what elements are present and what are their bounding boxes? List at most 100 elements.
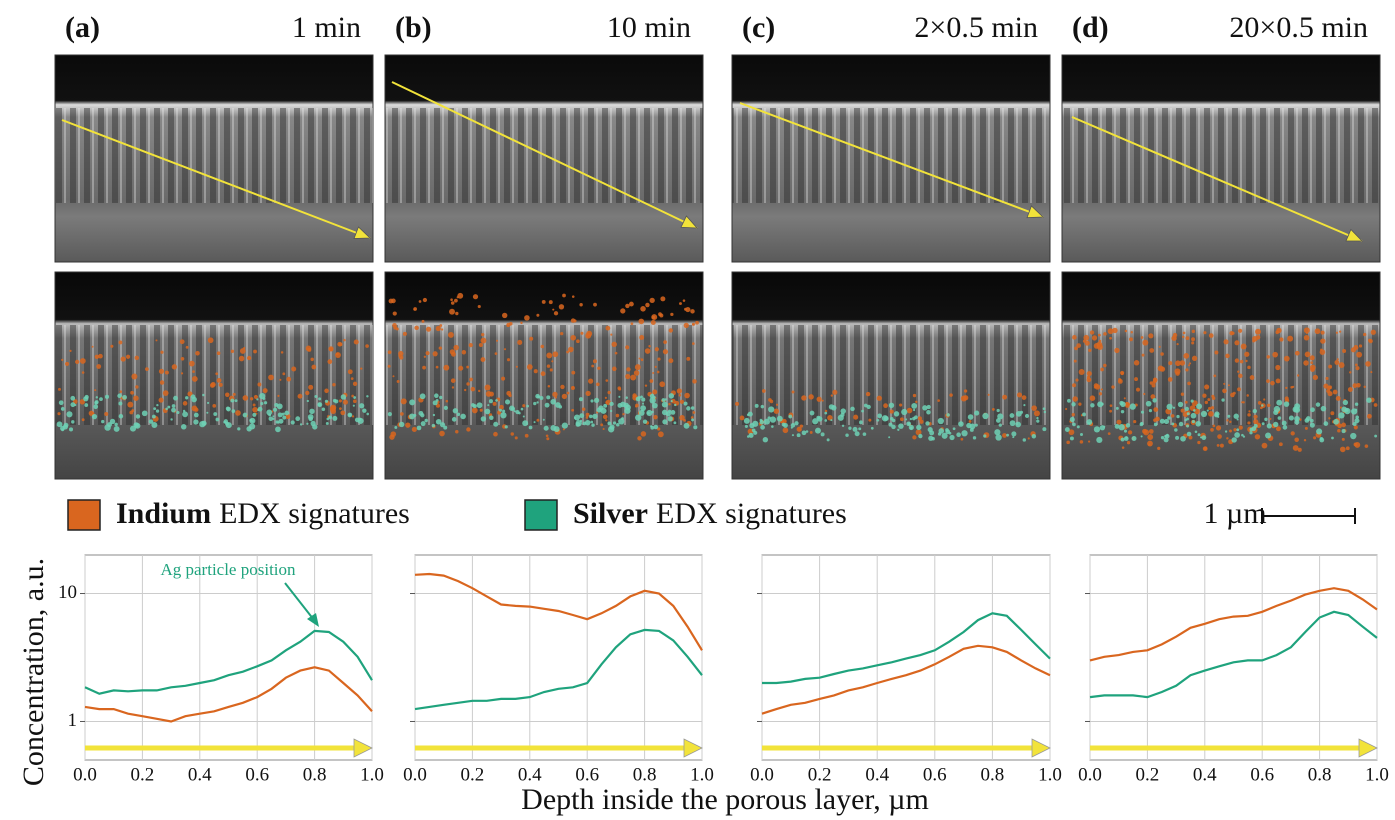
indium-speck [610, 333, 613, 336]
silver-speck [1374, 434, 1378, 438]
indium-speck [503, 348, 507, 351]
indium-speck [119, 390, 123, 393]
indium-speck [455, 311, 459, 316]
indium-speck [1175, 360, 1181, 367]
indium-speck [1313, 436, 1317, 440]
silver-speck [982, 412, 989, 420]
silver-speck [340, 394, 347, 400]
indium-speck [602, 414, 608, 420]
panel-label: (a) [65, 11, 100, 44]
indium-speck [499, 404, 504, 410]
indium-speck [1031, 405, 1037, 411]
silver-speck [815, 427, 821, 434]
silver-speck [114, 422, 118, 427]
indium-speck [1219, 443, 1224, 448]
silver-speck [826, 438, 830, 442]
silver-speck [94, 400, 98, 405]
indium-speck [1234, 340, 1240, 346]
series-line [84, 629, 373, 695]
indium-speck [212, 403, 217, 408]
silver-speck [1115, 406, 1119, 410]
indium-speck [1270, 380, 1275, 386]
silver-speck [206, 401, 210, 405]
silver-speck [332, 415, 338, 421]
silver-speck [653, 395, 656, 399]
indium-speck [1203, 331, 1207, 335]
indium-speck [1120, 370, 1125, 375]
indium-speck [607, 390, 611, 395]
silver-speck [759, 419, 765, 425]
indium-speck [1303, 334, 1310, 341]
indium-speck [81, 418, 85, 422]
indium-speck [484, 384, 491, 391]
indium-speck [1272, 351, 1279, 358]
indium-speck [1356, 351, 1363, 358]
indium-speck [1303, 360, 1309, 366]
indium-speck [352, 381, 358, 387]
silver-speck [1022, 438, 1027, 442]
silver-speck [850, 406, 855, 412]
indium-speck [899, 403, 903, 407]
indium-speck [242, 395, 249, 401]
indium-speck [453, 298, 458, 303]
silver-speck [1012, 436, 1015, 439]
silver-speck [771, 425, 774, 428]
silver-speck [1042, 427, 1047, 432]
indium-speck [480, 357, 486, 363]
silver-speck [312, 424, 318, 430]
silver-speck [1123, 429, 1128, 433]
silver-speck [1125, 423, 1131, 428]
indium-speck [339, 407, 342, 411]
indium-speck [1312, 374, 1319, 381]
silver-speck [520, 407, 524, 411]
indium-speck [305, 345, 312, 352]
silver-speck [1342, 399, 1349, 406]
indium-speck [515, 365, 518, 368]
indium-speck [1217, 434, 1222, 439]
indium-speck [216, 378, 222, 383]
indium-speck [657, 431, 664, 438]
indium-speck [426, 326, 432, 332]
indium-speck [405, 422, 411, 428]
silver-speck [272, 415, 275, 418]
indium-speck [625, 303, 630, 309]
indium-speck [398, 350, 404, 357]
silver-speck [153, 407, 157, 411]
indium-speck [1148, 333, 1154, 339]
indium-speck [585, 416, 589, 419]
indium-speck [1098, 392, 1103, 396]
silver-speck [592, 413, 598, 420]
indium-speck [338, 399, 342, 403]
scan-arrow-head [353, 226, 371, 239]
indium-speck [1136, 387, 1140, 392]
series-line [1089, 587, 1378, 662]
silver-speck [1236, 418, 1239, 421]
indium-speck [546, 352, 553, 359]
indium-speck [1091, 335, 1098, 341]
indium-speck [133, 395, 139, 401]
silver-speck [387, 412, 392, 417]
indium-speck [439, 324, 443, 327]
indium-speck [1191, 341, 1195, 345]
indium-speck [64, 361, 70, 366]
silver-speck [907, 422, 911, 426]
indium-speck [395, 327, 399, 331]
indium-speck [660, 296, 666, 302]
indium-speck [243, 346, 246, 350]
silver-speck [173, 395, 178, 401]
indium-speck [327, 359, 333, 365]
silver-speck [1153, 422, 1158, 427]
silver-speck [394, 426, 398, 429]
indium-speck [1107, 432, 1111, 436]
scan-arrow [391, 81, 698, 229]
silver-speck [1186, 417, 1189, 421]
silver-speck [1167, 416, 1171, 420]
silver-speck [325, 422, 329, 425]
silver-speck [533, 401, 537, 406]
silver-speck [1200, 410, 1208, 418]
indium-speck [131, 373, 138, 380]
indium-speck [1237, 387, 1241, 392]
silver-speck [1195, 420, 1202, 427]
indium-speck [1367, 413, 1372, 419]
indium-speck [478, 342, 483, 348]
